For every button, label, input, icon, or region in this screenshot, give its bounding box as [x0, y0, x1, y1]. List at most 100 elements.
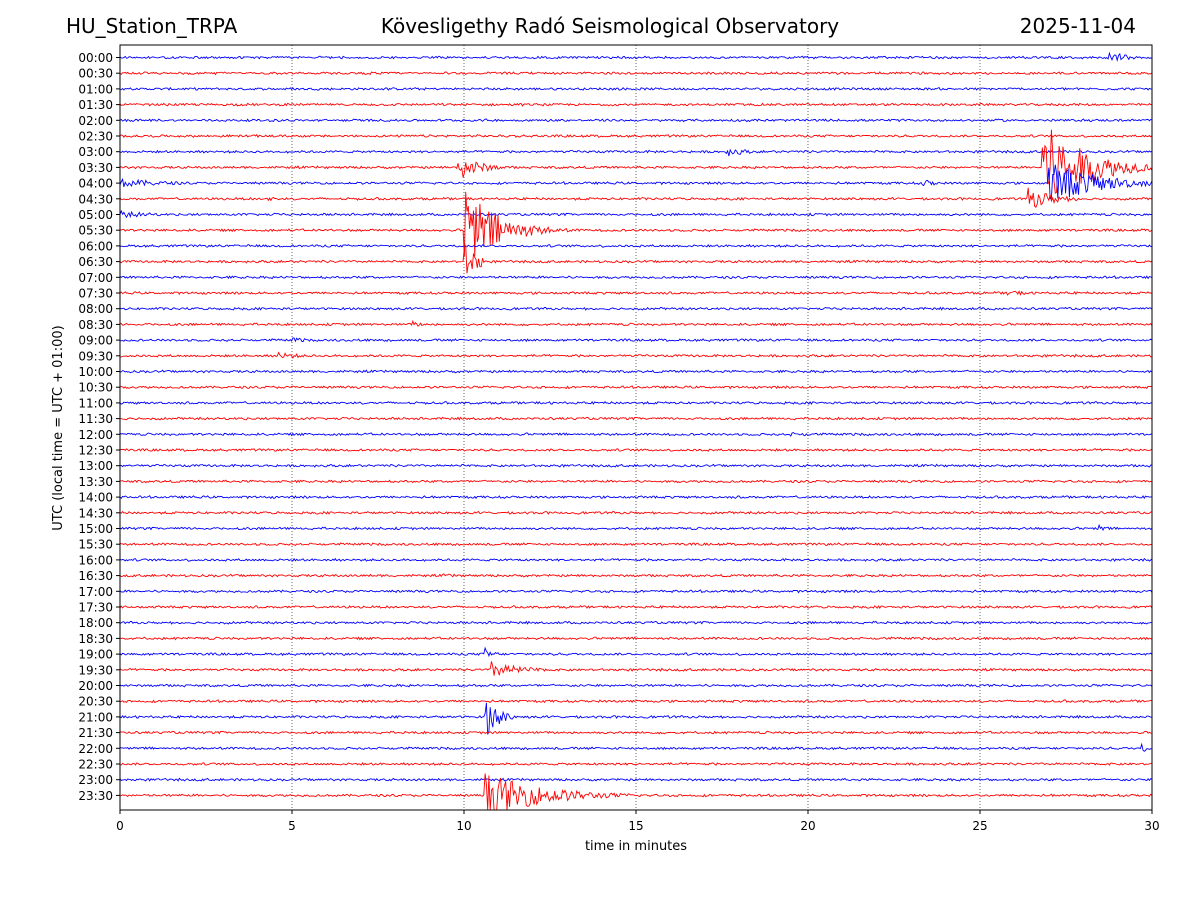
y-axis-label: UTC (local time = UTC + 01:00) [51, 325, 66, 530]
trace-line [119, 306, 1153, 311]
trace-line [119, 463, 1153, 468]
trace-line [119, 209, 1153, 219]
x-tick-label: 30 [1144, 819, 1159, 833]
trace-line [119, 636, 1153, 641]
trace-line [119, 187, 1153, 208]
trace-line [119, 523, 1153, 532]
y-tick-label: 11:00 [78, 396, 113, 410]
trace-line [119, 605, 1153, 610]
grid-lines [291, 45, 981, 810]
trace-line [119, 510, 1153, 515]
y-tick-label: 02:00 [78, 114, 113, 128]
x-tick-label: 0 [116, 819, 124, 833]
trace-line [119, 542, 1153, 547]
trace-line [119, 777, 1153, 782]
y-tick-label: 08:00 [78, 302, 113, 316]
y-tick-label: 15:30 [78, 538, 113, 552]
y-tick-label: 19:00 [78, 648, 113, 662]
trace-line [119, 148, 1153, 157]
x-tick-label: 15 [628, 819, 643, 833]
y-tick-label: 14:30 [78, 506, 113, 520]
y-tick-label: 01:00 [78, 82, 113, 96]
y-tick-label: 07:00 [78, 271, 113, 285]
trace-line [119, 351, 1153, 359]
y-tick-label: 23:30 [78, 789, 113, 803]
trace-line [119, 385, 1152, 390]
y-tick-label: 13:00 [78, 459, 113, 473]
x-axis: 0 5 10 15 20 25 30 [116, 810, 1160, 833]
y-tick-label: 23:00 [78, 773, 113, 787]
y-tick-label: 12:30 [78, 444, 113, 458]
trace-line [119, 129, 1153, 194]
y-tick-label: 10:00 [78, 365, 113, 379]
trace-line [119, 495, 1153, 500]
y-tick-label: 04:00 [78, 177, 113, 191]
trace-line [120, 319, 1153, 327]
y-tick-label: 02:30 [78, 130, 113, 144]
x-axis-label: time in minutes [585, 839, 687, 854]
trace-line [119, 448, 1153, 452]
station-label: HU_Station_TRPA [66, 14, 238, 38]
y-tick-label: 18:00 [78, 616, 113, 630]
y-tick-label: 06:00 [78, 239, 113, 253]
y-tick-label: 08:30 [78, 318, 113, 332]
trace-line [119, 71, 1153, 76]
trace-line [119, 683, 1153, 688]
y-tick-label: 12:00 [78, 428, 113, 442]
y-tick-label: 01:30 [78, 98, 113, 112]
trace-line [119, 244, 1153, 274]
x-tick-label: 25 [972, 819, 987, 833]
trace-line [119, 702, 1153, 735]
y-tick-label: 07:30 [78, 287, 113, 301]
y-tick-label: 11:30 [78, 412, 113, 426]
y-tick-label: 15:00 [78, 522, 113, 536]
y-tick-label: 13:30 [78, 475, 113, 489]
trace-line [119, 557, 1153, 562]
y-tick-label: 22:00 [78, 742, 113, 756]
trace-line [119, 118, 1153, 123]
trace-line [119, 102, 1153, 107]
trace-line [119, 479, 1153, 484]
date-label: 2025-11-04 [1019, 14, 1136, 38]
trace-line [119, 773, 1153, 811]
y-tick-label: 00:30 [78, 67, 113, 81]
y-tick-label: 14:00 [78, 491, 113, 505]
trace-line [119, 416, 1153, 421]
y-tick-label: 09:00 [78, 334, 113, 348]
trace-line [119, 86, 1153, 91]
x-tick-label: 10 [456, 819, 471, 833]
trace-line [119, 699, 1152, 704]
trace-line [119, 762, 1153, 767]
y-tick-label: 16:00 [78, 553, 113, 567]
trace-line [119, 589, 1153, 594]
trace-line [119, 51, 1153, 63]
y-tick-label: 00:00 [78, 51, 113, 65]
trace-line [119, 164, 1153, 200]
trace-line [119, 432, 1153, 437]
y-tick-label: 17:00 [78, 585, 113, 599]
y-tick-label: 21:00 [78, 710, 113, 724]
trace-line [119, 133, 1153, 139]
trace-line [119, 243, 1153, 248]
x-tick-label: 20 [800, 819, 815, 833]
y-tick-label: 09:30 [78, 349, 113, 363]
trace-line [119, 400, 1153, 405]
y-tick-label: 18:30 [78, 632, 113, 646]
trace-line [119, 661, 1153, 676]
y-tick-label: 19:30 [78, 663, 113, 677]
trace-line [119, 742, 1153, 752]
trace-line [119, 646, 1153, 658]
y-tick-label: 05:00 [78, 208, 113, 222]
trace-line [119, 573, 1153, 578]
y-tick-label: 20:30 [78, 695, 113, 709]
y-tick-label: 06:30 [78, 255, 113, 269]
y-tick-label: 10:30 [78, 381, 113, 395]
trace-line [119, 191, 1153, 257]
seismogram-traces [119, 51, 1153, 811]
observatory-title: Kövesligethy Radó Seismological Observat… [380, 14, 840, 38]
trace-line [119, 290, 1153, 296]
y-tick-label: 03:00 [78, 145, 113, 159]
y-tick-label: 20:00 [78, 679, 113, 693]
trace-line [119, 730, 1153, 735]
